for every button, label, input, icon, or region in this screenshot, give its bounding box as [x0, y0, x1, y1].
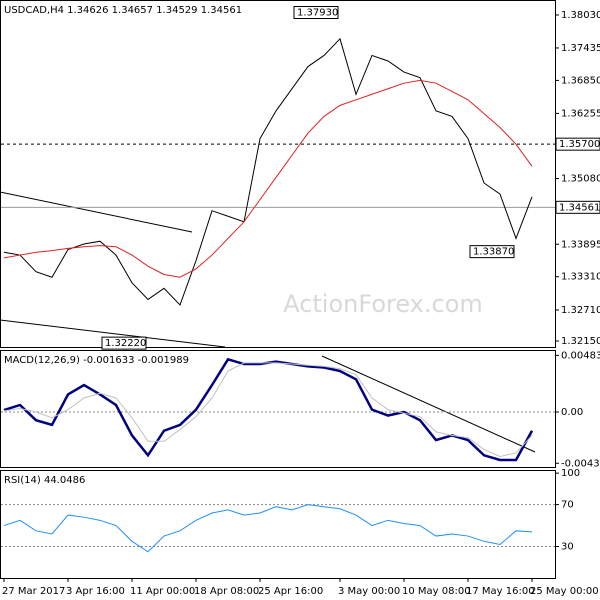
- y-tick-label: 0.00: [561, 407, 583, 418]
- y-tick-label: 1.32710: [561, 305, 600, 316]
- x-tick-label: 25 Apr 16:00: [258, 586, 323, 597]
- annotation-label: 1.33870: [473, 247, 514, 258]
- y-tick-label: 1.37435: [561, 43, 600, 54]
- series-line: [3, 504, 533, 553]
- y-tick-label: 1.36850: [561, 75, 600, 86]
- series-line: [3, 37, 533, 306]
- y-tick-label: 1.33310: [561, 272, 600, 283]
- x-tick-label: 25 May 00:00: [530, 586, 599, 597]
- y-tick-label: 0.004839: [561, 350, 600, 361]
- trendline: [0, 319, 226, 348]
- level-label: 1.35700: [559, 139, 600, 150]
- y-tick-label: 1.33895: [561, 239, 600, 250]
- y-tick-label: 1.38030: [561, 10, 600, 21]
- rsi-panel: [0, 470, 556, 579]
- x-tick-label: 3 Apr 16:00: [66, 586, 125, 597]
- watermark: ActionForex.com: [283, 290, 483, 318]
- y-tick-label: 1.36255: [561, 108, 600, 119]
- annotation-label: 1.32220: [105, 338, 146, 349]
- y-tick-label: 1.32150: [561, 336, 600, 347]
- x-tick-label: 11 Apr 00:00: [130, 586, 195, 597]
- annotation-box: [101, 336, 147, 350]
- trendline: [321, 355, 536, 453]
- y-tick-label: 70: [561, 500, 574, 511]
- annotation-box: [293, 6, 339, 20]
- x-tick-label: 18 Apr 08:00: [194, 586, 259, 597]
- macd-panel: [0, 350, 556, 468]
- level-label: 1.34561: [559, 202, 600, 213]
- series-line: [3, 79, 533, 278]
- x-tick-label: 3 May 00:00: [338, 586, 400, 597]
- annotation-label: 1.37930: [297, 8, 338, 19]
- panel-title: USDCAD,H4 1.34626 1.34657 1.34529 1.3456…: [4, 5, 242, 16]
- y-tick-label: 1.35080: [561, 174, 600, 185]
- series-line: [3, 357, 534, 462]
- panel-title: RSI(14) 44.0486: [4, 475, 85, 486]
- price-panel: [0, 0, 556, 348]
- level-box: [555, 200, 600, 214]
- y-tick-label: 100: [561, 468, 580, 479]
- x-tick-label: 17 May 16:00: [466, 586, 535, 597]
- x-tick-label: 27 Mar 2017: [2, 586, 65, 597]
- trendline: [0, 191, 193, 233]
- x-tick-label: 10 May 08:00: [402, 586, 471, 597]
- y-tick-label: -0.004381: [561, 458, 600, 469]
- series-line: [3, 362, 533, 457]
- annotation-box: [469, 245, 515, 259]
- y-tick-label: 30: [561, 542, 574, 553]
- level-box: [555, 137, 600, 151]
- panel-title: MACD(12,26,9) -0.001633 -0.001989: [4, 355, 189, 366]
